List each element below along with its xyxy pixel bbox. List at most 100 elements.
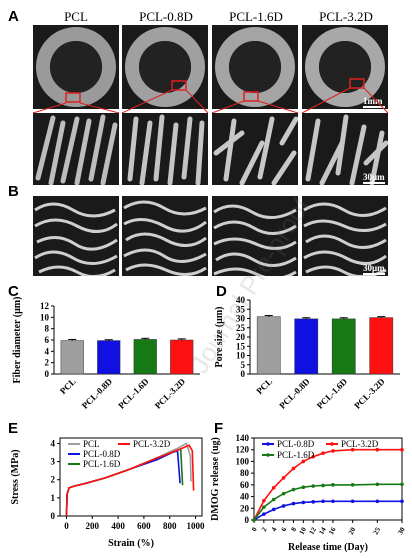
panel-c-letter: C (8, 283, 19, 300)
point-PCL-1.6D (321, 483, 325, 488)
y-axis-label: DMOG release (ug) (210, 437, 221, 521)
y-tick-label: 0 (51, 511, 56, 521)
zoom-connectors (32, 87, 389, 114)
x-tick-label: 25 (372, 526, 383, 536)
scale-bar-30um-a (363, 182, 385, 184)
panel-b-letter: B (8, 183, 19, 200)
point-PCL-3.2D (311, 454, 315, 459)
y-axis-label: Stress (MPa) (10, 449, 21, 504)
legend-label-PCL-3.2D: PCL-3.2D (133, 439, 171, 449)
sem-surface-pcl (33, 196, 119, 276)
bar-PCL (256, 316, 281, 375)
sem-ring-pcl-0-8d (122, 25, 208, 109)
sem-cross-pcl-1-6d (212, 113, 298, 185)
panel-f-letter: F (214, 420, 224, 437)
x-tick-label: PCL (58, 376, 78, 396)
point-PCL-1.6D (291, 487, 296, 492)
sem-surface-pcl-3-2d (302, 196, 388, 276)
point-PCL-0.8D (400, 499, 404, 504)
point-PCL-1.6D (252, 518, 256, 522)
point-PCL-1.6D (281, 491, 286, 496)
y-tick-label: 15 (236, 341, 246, 351)
point-PCL-1.6D (331, 483, 335, 487)
y-tick-label: 40 (236, 295, 246, 305)
point-PCL-3.2D (271, 485, 276, 490)
panel-a-letter: A (8, 8, 19, 25)
x-tick-label: PCL-0.8D (80, 376, 115, 411)
y-tick-label: 2 (45, 358, 50, 368)
point-PCL-0.8D (271, 507, 276, 512)
point-PCL-3.2D (301, 459, 306, 464)
y-tick-label: 0 (241, 369, 246, 379)
y-tick-label: 12 (40, 301, 50, 311)
legend-label-PCL-3.2D: PCL-3.2D (341, 439, 379, 449)
x-tick-label: 4 (270, 526, 279, 533)
col-label-pcl-1-6d: PCL-1.6D (229, 9, 283, 24)
y-tick-label: 4 (51, 438, 56, 448)
series-line-PCL-0.8D (253, 500, 402, 521)
bar-PCL-1.6D (133, 339, 157, 375)
x-tick-label: PCL-3.2D (153, 376, 188, 411)
point-PCL-3.2D (400, 447, 404, 452)
x-axis-label: Strain (%) (108, 538, 154, 549)
y-tick-label: 20 (236, 332, 246, 342)
series-line-PCL-3.2D (253, 448, 402, 521)
x-tick-label: 8 (290, 526, 299, 533)
y-tick-label: 40 (240, 492, 250, 502)
x-axis-label: Release time (Day) (288, 542, 368, 553)
y-tick-label: 0 (245, 515, 250, 525)
y-tick-label: 10 (236, 351, 246, 361)
y-tick-label: 6 (45, 335, 50, 345)
x-tick-label: PCL-3.2D (352, 376, 387, 411)
legend-label-PCL: PCL (83, 439, 100, 449)
legend-label-PCL-1.6D: PCL-1.6D (277, 450, 315, 460)
scale-bar-1mm (363, 106, 385, 108)
sem-surface-pcl-0-8d (122, 196, 208, 276)
y-tick-label: 1 (51, 493, 56, 503)
point-PCL-1.6D (311, 484, 315, 488)
point-PCL-1.6D (301, 485, 306, 489)
x-tick-label: 2 (260, 526, 269, 533)
point-PCL-1.6D (350, 483, 355, 487)
col-label-pcl-3-2d: PCL-3.2D (319, 9, 373, 24)
point-PCL-3.2D (350, 447, 355, 452)
col-label-pcl: PCL (64, 9, 88, 24)
point-PCL-0.8D (321, 499, 325, 504)
y-tick-label: 10 (40, 312, 50, 322)
x-tick-label: 16 (327, 526, 338, 536)
legend-label-PCL-0.8D: PCL-0.8D (83, 449, 121, 459)
point-PCL-1.6D (271, 497, 276, 502)
y-axis-label: Fiber diameter (μm) (12, 297, 23, 384)
series-line-PCL-1.6D (253, 483, 402, 521)
point-PCL-3.2D (375, 447, 380, 452)
bar-PCL-0.8D (97, 340, 121, 375)
sem-cross-pcl (33, 113, 119, 185)
scale-label-1mm: 1mm (363, 96, 383, 106)
bar-PCL-0.8D (294, 318, 319, 375)
point-PCL-0.8D (311, 500, 315, 504)
x-tick-label: PCL-0.8D (277, 376, 312, 411)
sem-surface-pcl-1-6d (212, 196, 298, 276)
x-tick-label: 6 (280, 526, 289, 533)
y-tick-label: 0 (45, 369, 50, 379)
legend-marker-PCL-3.2D (330, 442, 334, 446)
sem-ring-pcl-1-6d (212, 25, 298, 109)
panel-e-letter: E (8, 420, 19, 437)
point-PCL-0.8D (291, 501, 296, 506)
series-line-PCL-3.2D (65, 444, 195, 517)
y-tick-label: 5 (241, 360, 246, 370)
scale-bar-30um-b (363, 273, 385, 275)
y-axis-label: Pore size (μm) (214, 306, 225, 367)
sem-ring-pcl (33, 25, 119, 109)
y-tick-label: 120 (236, 445, 250, 455)
legend-label-PCL-1.6D: PCL-1.6D (83, 459, 121, 469)
panel-d-letter: D (216, 283, 227, 300)
point-PCL-3.2D (331, 449, 335, 453)
y-tick-label: 80 (240, 468, 250, 478)
y-tick-label: 25 (236, 323, 246, 333)
x-tick-label: 30 (396, 526, 407, 536)
x-tick-label: PCL (254, 376, 274, 396)
scale-label-30um-b: 30μm (363, 263, 385, 273)
